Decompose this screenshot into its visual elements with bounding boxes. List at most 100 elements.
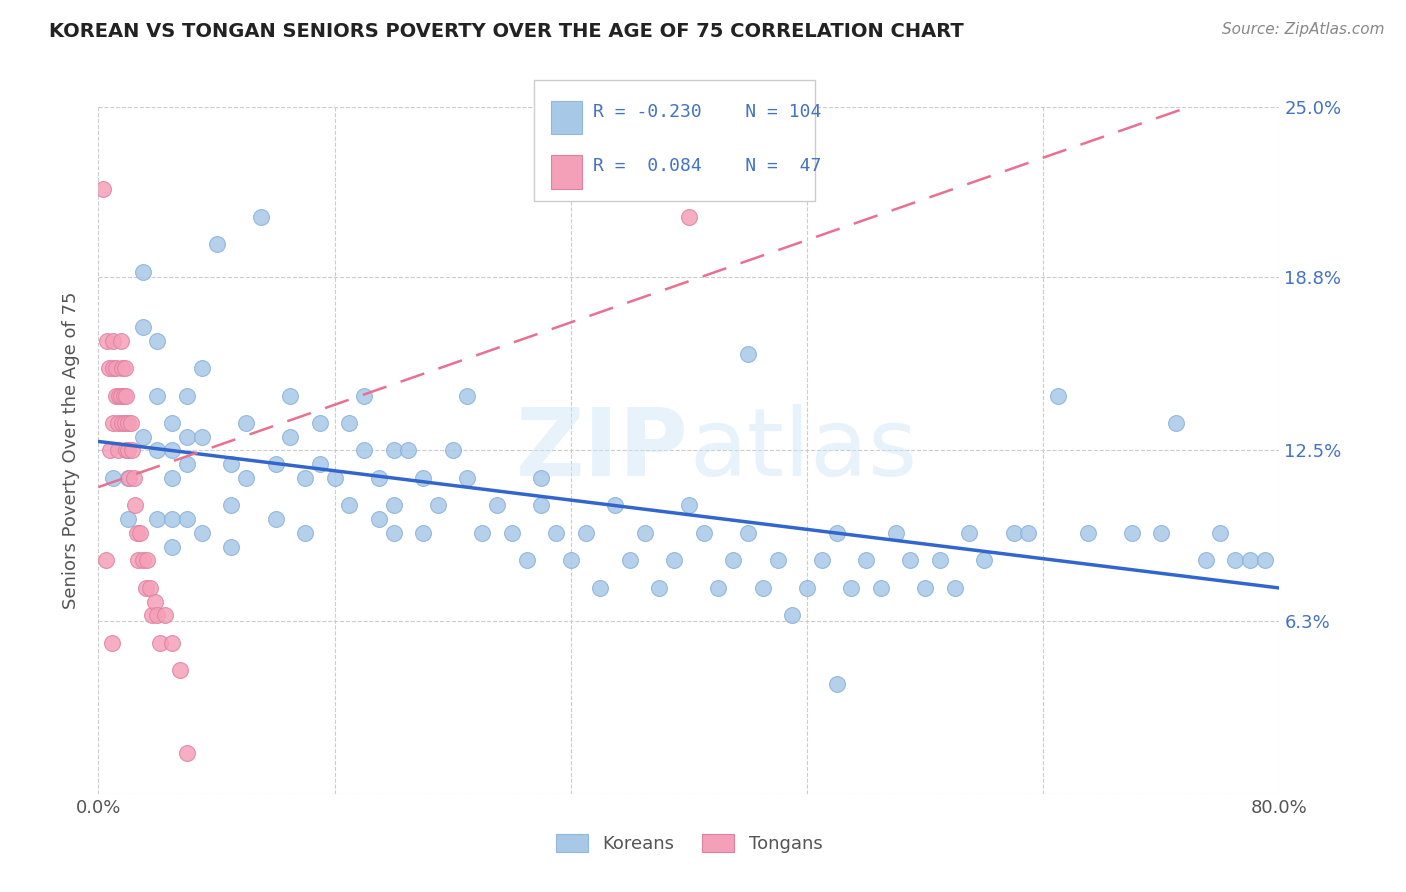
Point — [294, 471, 316, 485]
Point — [162, 471, 183, 485]
Point — [309, 457, 332, 471]
Point — [280, 388, 302, 402]
Point — [841, 581, 863, 595]
Point — [501, 525, 523, 540]
Text: Source: ZipAtlas.com: Source: ZipAtlas.com — [1222, 22, 1385, 37]
Point — [1225, 553, 1247, 567]
Point — [855, 553, 877, 567]
Point — [205, 237, 228, 252]
Point — [560, 553, 582, 567]
Point — [737, 347, 759, 361]
Point — [1018, 525, 1040, 540]
Point — [530, 471, 553, 485]
Point — [110, 388, 132, 402]
Point — [1046, 388, 1070, 402]
Point — [870, 581, 893, 595]
Point — [782, 608, 804, 623]
Text: ZIP: ZIP — [516, 404, 689, 497]
Point — [929, 553, 952, 567]
Point — [103, 416, 125, 430]
Point — [169, 663, 191, 677]
Point — [796, 581, 818, 595]
Point — [146, 608, 169, 623]
Point — [117, 471, 139, 485]
Point — [146, 334, 169, 348]
Point — [634, 525, 657, 540]
Point — [112, 388, 135, 402]
Point — [118, 471, 141, 485]
Point — [97, 361, 120, 376]
Point — [176, 512, 198, 526]
Point — [108, 388, 131, 402]
Point — [825, 677, 848, 691]
Point — [120, 416, 142, 430]
Point — [382, 443, 405, 458]
Point — [973, 553, 995, 567]
Text: R =  0.084    N =  47: R = 0.084 N = 47 — [593, 157, 821, 175]
Point — [176, 430, 198, 444]
Point — [546, 525, 568, 540]
Point — [107, 416, 129, 430]
Point — [678, 499, 700, 513]
Point — [111, 416, 134, 430]
Point — [122, 471, 145, 485]
Point — [146, 443, 169, 458]
Point — [516, 553, 538, 567]
Point — [589, 581, 612, 595]
Point — [648, 581, 671, 595]
Point — [117, 512, 139, 526]
Point — [143, 594, 166, 608]
Point — [132, 553, 155, 567]
Point — [235, 471, 257, 485]
Point — [176, 746, 198, 760]
Point — [121, 443, 143, 458]
Point — [1002, 525, 1025, 540]
Point — [105, 361, 128, 376]
Point — [114, 416, 136, 430]
Point — [752, 581, 775, 595]
Point — [103, 334, 125, 348]
Point — [110, 334, 132, 348]
Point — [162, 636, 183, 650]
Point — [128, 525, 150, 540]
Point — [162, 540, 183, 554]
Point — [191, 361, 214, 376]
Point — [353, 388, 375, 402]
Point — [136, 553, 159, 567]
Point — [825, 525, 848, 540]
Point — [737, 525, 759, 540]
Legend: Koreans, Tongans: Koreans, Tongans — [548, 827, 830, 861]
Point — [117, 416, 139, 430]
Point — [427, 499, 450, 513]
Point — [810, 553, 832, 567]
Point — [103, 471, 125, 485]
Point — [176, 388, 198, 402]
Point — [94, 553, 117, 567]
Point — [191, 525, 214, 540]
Point — [664, 553, 686, 567]
Point — [959, 525, 981, 540]
Point — [457, 471, 479, 485]
Point — [619, 553, 641, 567]
Point — [115, 443, 138, 458]
Point — [382, 499, 405, 513]
Point — [412, 471, 434, 485]
Point — [132, 430, 155, 444]
Point — [723, 553, 745, 567]
Point — [707, 581, 730, 595]
Point — [250, 210, 273, 224]
Point — [309, 416, 332, 430]
Point — [323, 471, 346, 485]
Point — [368, 471, 391, 485]
Point — [398, 443, 420, 458]
Point — [117, 443, 139, 458]
Text: atlas: atlas — [689, 404, 917, 497]
Point — [1254, 553, 1277, 567]
Point — [693, 525, 716, 540]
Point — [457, 388, 479, 402]
Point — [1239, 553, 1261, 567]
Point — [107, 443, 129, 458]
Point — [132, 319, 155, 334]
Point — [605, 499, 627, 513]
Text: R = -0.230    N = 104: R = -0.230 N = 104 — [593, 103, 821, 120]
